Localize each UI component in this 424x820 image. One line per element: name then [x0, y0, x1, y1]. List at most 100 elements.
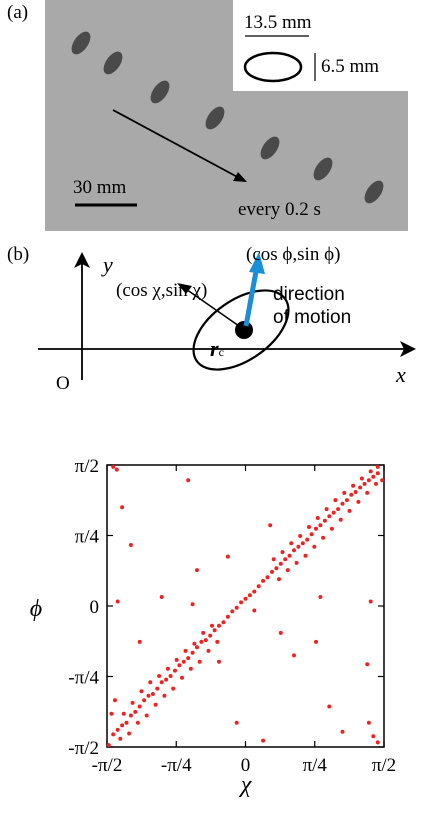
data-point: [358, 485, 363, 490]
data-point: [106, 743, 111, 748]
particle-5: [260, 136, 280, 160]
y-axis-label: y: [103, 252, 113, 277]
particle-positions: [71, 31, 384, 204]
data-point: [305, 537, 310, 542]
y-axis-title: ϕ: [30, 596, 42, 622]
data-point: [177, 663, 182, 668]
data-point: [225, 554, 230, 559]
data-point: [190, 602, 195, 607]
data-point: [331, 510, 336, 515]
data-point: [314, 526, 318, 531]
data-point: [353, 490, 358, 494]
data-point: [120, 505, 125, 510]
data-point: [114, 467, 119, 472]
data-point: [190, 650, 195, 655]
time-interval-label: every 0.2 s: [238, 199, 321, 220]
y-tick-label: 0: [90, 597, 100, 618]
data-point: [314, 639, 318, 644]
data-point: [270, 569, 274, 574]
data-point: [124, 720, 129, 725]
data-point: [287, 553, 292, 558]
data-point: [261, 738, 266, 743]
data-point: [225, 614, 230, 619]
data-point: [133, 709, 138, 714]
data-point: [171, 686, 176, 691]
data-point: [115, 727, 120, 732]
data-point: [329, 526, 334, 531]
panel-a-label: (a): [7, 2, 29, 23]
motion-direction-arrowhead: [249, 252, 265, 274]
orientation-arrowhead: [177, 283, 192, 294]
orientation-vector-label: (cos χ,sin χ): [116, 280, 208, 301]
data-point: [371, 734, 376, 739]
particle-length-label: 13.5 mm: [244, 12, 312, 33]
motion-text-line-2: of motion: [273, 307, 352, 328]
coordinate-diagram: [38, 252, 416, 380]
data-point: [118, 736, 123, 741]
y-tick-label: -π/2: [68, 738, 99, 759]
data-point: [366, 478, 371, 483]
data-point: [183, 648, 188, 653]
data-point: [375, 471, 380, 476]
data-point: [139, 689, 144, 694]
data-point: [256, 584, 261, 589]
particle-size-inset: [233, 0, 408, 91]
data-point: [365, 662, 370, 667]
data-point: [192, 641, 197, 646]
data-point: [292, 548, 296, 553]
y-tick-label: π/2: [75, 456, 99, 477]
data-point: [146, 693, 151, 698]
x-tick-label: -π/2: [92, 755, 123, 776]
data-point: [243, 596, 248, 601]
data-point: [252, 608, 257, 613]
data-point: [340, 729, 345, 734]
particle-trajectory-photo: 13.5 mm 6.5 mm 30 mm every 0.2 s: [45, 0, 408, 231]
data-point: [215, 639, 220, 644]
data-point: [347, 508, 352, 513]
data-point: [318, 523, 323, 528]
data-point: [174, 657, 179, 662]
data-point: [294, 560, 299, 565]
data-point: [121, 711, 126, 716]
data-point: [208, 633, 213, 638]
data-point: [283, 557, 288, 562]
data-point: [186, 656, 191, 661]
origin-label: O: [56, 373, 70, 394]
trajectory-arrow: [112, 109, 244, 181]
particle-7: [364, 180, 384, 204]
data-point: [338, 517, 343, 522]
data-point: [375, 464, 380, 469]
data-point: [113, 698, 117, 703]
data-point: [333, 498, 338, 503]
data-point: [303, 553, 308, 558]
panel-b-label: (b): [7, 244, 30, 265]
data-point: [217, 659, 221, 664]
data-point: [312, 544, 317, 549]
data-point: [278, 630, 283, 635]
data-point: [127, 731, 132, 736]
particle-4: [205, 106, 225, 130]
data-point: [252, 589, 257, 594]
scatter-chart: -π/2 -π/4 0 π/4 π/2 π/2 π/4 0 -π/4 -π/2 χ ϕ: [30, 456, 396, 798]
data-point: [336, 507, 341, 512]
data-point: [375, 740, 380, 745]
axis-ticks: [106, 464, 385, 748]
data-point: [157, 674, 162, 678]
data-point: [221, 620, 226, 625]
data-point: [111, 732, 116, 737]
x-axis-arrowhead: [400, 341, 416, 357]
particle-1: [71, 31, 91, 55]
data-point: [322, 518, 327, 523]
data-point: [292, 653, 296, 658]
x-tick-label: π/2: [372, 755, 396, 776]
data-point: [111, 464, 116, 469]
data-point: [137, 639, 142, 644]
data-point: [130, 700, 135, 705]
plot-frame: [106, 464, 385, 748]
data-point: [351, 483, 356, 488]
data-point: [120, 723, 125, 728]
motion-text-line-1: direction: [273, 284, 345, 305]
data-point: [162, 693, 167, 698]
data-point: [128, 543, 133, 547]
x-tick-label: -π/4: [161, 755, 192, 776]
